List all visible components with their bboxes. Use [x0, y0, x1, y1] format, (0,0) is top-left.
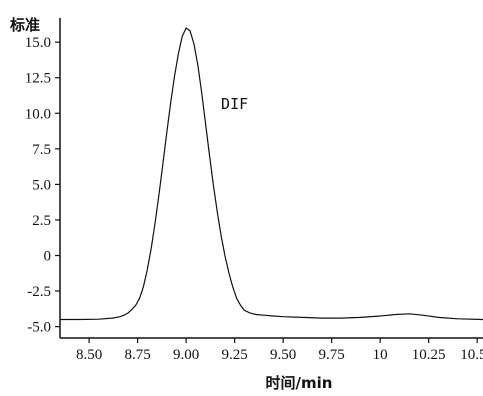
x-tick-label: 8.75 [124, 347, 150, 363]
x-tick-label: 9.75 [319, 347, 345, 363]
x-tick-label: 9.50 [270, 347, 296, 363]
x-tick-label: 8.50 [76, 347, 102, 363]
peak-label-dif: DIF [221, 95, 248, 113]
y-tick-label: -5.0 [27, 320, 51, 336]
x-tick-label: 10 [373, 347, 388, 363]
x-tick-label: 10.25 [412, 347, 446, 363]
y-tick-label: 0 [44, 249, 52, 265]
y-tick-label: 15.0 [25, 35, 51, 51]
y-tick-label: 5.0 [32, 177, 51, 193]
y-tick-label: 7.5 [32, 142, 51, 158]
x-tick-label: 9.00 [173, 347, 199, 363]
y-tick-label: 12.5 [25, 71, 51, 87]
y-tick-label: -2.5 [27, 284, 51, 300]
chromatogram-line [60, 27, 483, 321]
x-axis-title: 时间/min [266, 374, 333, 392]
ticks-layer: 15.0 12.5 10.0 7.5 5.0 2.5 0 -2.5 -5.0 8.50 8.75 9.… [25, 35, 483, 363]
x-tick-label: 10.50 [460, 347, 483, 363]
x-tick-label: 9.25 [222, 347, 248, 363]
y-axis-title: 标准 [9, 16, 40, 34]
y-tick-label: 10.0 [25, 106, 51, 122]
y-tick-label: 2.5 [32, 213, 51, 229]
